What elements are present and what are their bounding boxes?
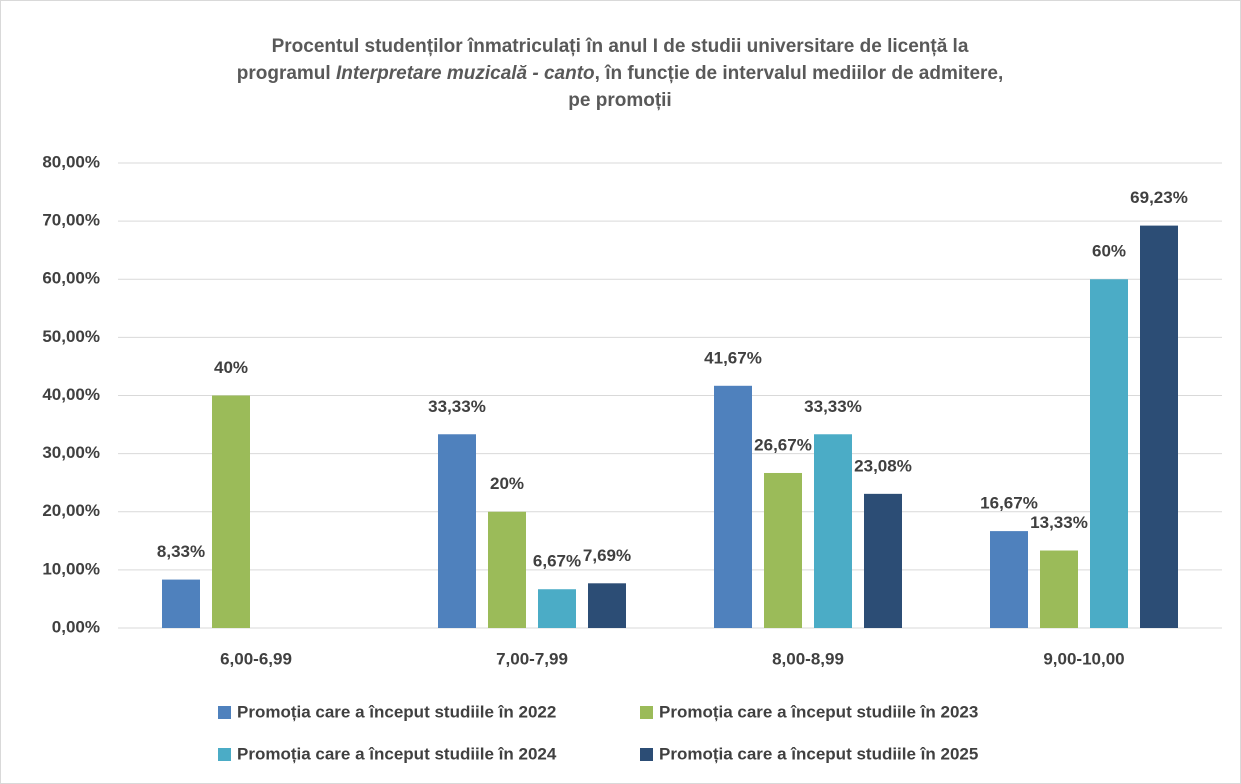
legend-swatch: [640, 706, 653, 719]
data-label: 20%: [490, 474, 524, 493]
bar: [1040, 550, 1078, 628]
legend-label: Promoția care a început studiile în 2025: [659, 744, 978, 763]
data-label: 40%: [214, 358, 248, 377]
bar: [488, 511, 526, 628]
bar: [1140, 225, 1178, 628]
title-segment: pe promoții: [568, 90, 671, 111]
data-label: 6,67%: [533, 552, 581, 571]
data-label: 23,08%: [854, 456, 912, 475]
chart-title: Procentul studenților înmatriculați în a…: [272, 36, 969, 57]
title-segment: programul: [237, 63, 336, 84]
y-tick-label: 60,00%: [42, 269, 100, 288]
chart-title: pe promoții: [568, 90, 671, 111]
legend-swatch: [218, 706, 231, 719]
data-label: 16,67%: [980, 494, 1038, 513]
bar: [764, 472, 802, 628]
title-segment: Interpretare muzicală - canto: [336, 63, 595, 84]
data-label: 41,67%: [704, 348, 762, 367]
data-label: 8,33%: [157, 542, 205, 561]
bar: [714, 385, 752, 628]
bar: [212, 395, 250, 628]
bar: [814, 434, 852, 628]
data-label: 7,69%: [583, 546, 631, 565]
bar: [1090, 279, 1128, 628]
x-tick-label: 8,00-8,99: [772, 649, 844, 668]
y-tick-label: 40,00%: [42, 385, 100, 404]
y-tick-label: 10,00%: [42, 559, 100, 578]
chart-title: programul Interpretare muzicală - canto,…: [237, 63, 1004, 84]
bar: [864, 493, 902, 628]
data-label: 26,67%: [754, 435, 812, 454]
bar: [162, 579, 200, 628]
data-label: 13,33%: [1030, 513, 1088, 532]
y-tick-label: 0,00%: [52, 617, 100, 636]
bar: [438, 434, 476, 628]
bar: [538, 589, 576, 628]
legend-swatch: [640, 748, 653, 761]
y-tick-label: 20,00%: [42, 501, 100, 520]
legend-swatch: [218, 748, 231, 761]
x-tick-label: 9,00-10,00: [1043, 649, 1124, 668]
legend-label: Promoția care a început studiile în 2024: [237, 744, 557, 763]
bar: [990, 531, 1028, 628]
y-tick-label: 70,00%: [42, 211, 100, 230]
data-label: 69,23%: [1130, 188, 1188, 207]
title-segment: , în funcție de intervalul mediilor de a…: [595, 63, 1004, 84]
data-label: 33,33%: [804, 397, 862, 416]
data-label: 33,33%: [428, 397, 486, 416]
legend-label: Promoția care a început studiile în 2023: [659, 702, 978, 721]
legend-label: Promoția care a început studiile în 2022: [237, 702, 556, 721]
data-label: 60%: [1092, 242, 1126, 261]
title-segment: Procentul studenților înmatriculați în a…: [272, 36, 969, 57]
y-tick-label: 80,00%: [42, 152, 100, 171]
y-tick-label: 30,00%: [42, 443, 100, 462]
x-tick-label: 6,00-6,99: [220, 649, 292, 668]
y-tick-label: 50,00%: [42, 327, 100, 346]
x-tick-label: 7,00-7,99: [496, 649, 568, 668]
bar: [588, 583, 626, 628]
